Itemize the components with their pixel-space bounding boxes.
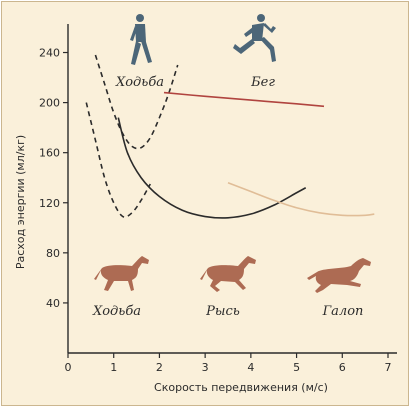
x-tick-label: 2	[156, 361, 163, 374]
series-line-4	[163, 91, 325, 108]
label-horse-trot: Рысь	[205, 304, 240, 319]
x-tick-label: 5	[293, 361, 300, 374]
x-tick-label: 0	[65, 361, 72, 374]
horse-trot-icon	[200, 256, 256, 292]
label-human-run: Бег	[250, 75, 275, 90]
y-tick-label: 160	[39, 147, 60, 160]
y-axis-label: Расход энергии (мл/кг)	[14, 135, 27, 269]
horse-walk-icon	[94, 256, 149, 291]
x-axis-label: Скорость передвижения (м/с)	[154, 381, 328, 394]
curves-layer	[85, 54, 375, 219]
x-tick-label: 4	[247, 361, 254, 374]
horse-gallop-icon	[307, 258, 371, 293]
walking-man-icon	[130, 14, 152, 65]
y-tick-label: 40	[46, 297, 60, 310]
series-line-1	[94, 54, 179, 150]
x-tick-label: 3	[202, 361, 209, 374]
y-tick-label: 200	[39, 97, 60, 110]
series-line-5	[227, 181, 375, 217]
x-tick-label: 7	[385, 361, 392, 374]
series-line-3	[117, 117, 307, 219]
label-human-walk: Ходьба	[115, 75, 164, 90]
y-tick-label: 120	[39, 197, 60, 210]
y-tick-label: 240	[39, 47, 60, 60]
series-line-2	[85, 102, 151, 218]
y-tick-label: 80	[46, 247, 60, 260]
label-horse-walk: Ходьба	[92, 304, 141, 319]
ticks-layer: 0 1 2 3 4 5 6 7 40 80 120 160 200 240	[39, 47, 392, 374]
label-horse-gallop: Галоп	[322, 304, 364, 319]
x-tick-label: 1	[110, 361, 117, 374]
running-man-icon	[233, 14, 276, 62]
x-tick-label: 6	[339, 361, 346, 374]
